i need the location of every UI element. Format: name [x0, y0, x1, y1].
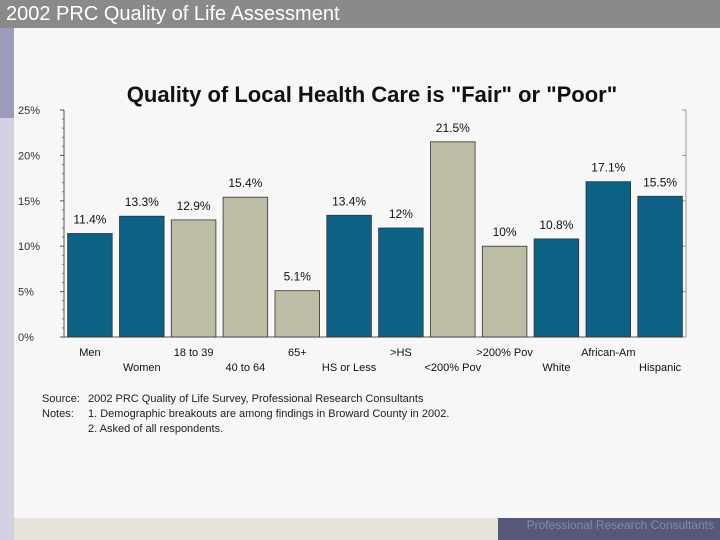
y-tick-label: 20% — [18, 150, 40, 162]
header-bar: 2002 PRC Quality of Life Assessment — [0, 0, 720, 29]
bar — [222, 196, 269, 338]
x-tick-label: HS or Less — [322, 362, 377, 374]
x-tick-label: >200% Pov — [476, 347, 533, 359]
y-tick-label: 25% — [18, 105, 40, 117]
left-stripe-accent — [0, 28, 14, 118]
y-tick-label: 15% — [18, 196, 40, 208]
x-tick-label: 18 to 39 — [174, 347, 214, 359]
footer-bar: Professional Research Consultants — [498, 518, 720, 540]
y-tick-label: 5% — [18, 287, 34, 299]
bar-value-label: 10% — [493, 225, 517, 239]
x-tick-label: 65+ — [288, 347, 307, 359]
bar — [274, 290, 320, 338]
notes-block: Source: 2002 PRC Quality of Life Survey,… — [42, 392, 449, 437]
bar-value-label: 15.4% — [228, 176, 262, 190]
x-tick-label: <200% Pov — [425, 362, 482, 374]
slide-title: 2002 PRC Quality of Life Assessment — [6, 3, 340, 25]
bar — [67, 233, 113, 338]
y-tick-label: 0% — [18, 332, 34, 344]
bar-value-label: 15.5% — [643, 175, 677, 189]
x-tick-label: White — [542, 362, 570, 374]
bar — [326, 214, 372, 338]
bar — [430, 141, 476, 338]
x-tick-label: African-Am — [581, 347, 635, 359]
bar — [119, 215, 165, 338]
bar — [170, 219, 217, 338]
x-tick-label: Hispanic — [639, 362, 682, 374]
bar-value-label: 10.8% — [539, 218, 573, 232]
note-1: 1. Demographic breakouts are among findi… — [88, 408, 450, 420]
bar — [585, 181, 631, 338]
notes-label: Notes: — [42, 408, 74, 420]
bar-value-label: 5.1% — [284, 270, 312, 284]
bar-value-label: 12.9% — [177, 199, 211, 213]
source-text: 2002 PRC Quality of Life Survey, Profess… — [88, 393, 424, 405]
bar — [378, 227, 424, 338]
bar-value-label: 21.5% — [436, 121, 470, 135]
y-tick-label: 10% — [18, 241, 40, 253]
bar — [481, 245, 528, 338]
bar-value-label: 17.1% — [591, 161, 625, 175]
chart-title: Quality of Local Health Care is "Fair" o… — [127, 82, 617, 107]
x-tick-label: Women — [123, 362, 161, 374]
bar — [533, 238, 580, 338]
bar-value-label: 13.3% — [125, 195, 159, 209]
bar-value-label: 13.4% — [332, 194, 366, 208]
bar — [637, 195, 683, 338]
note-2: 2. Asked of all respondents. — [88, 423, 224, 435]
x-tick-label: Men — [79, 347, 100, 359]
bar-value-label: 12% — [389, 207, 413, 221]
x-tick-label: >HS — [390, 347, 412, 359]
x-tick-label: 40 to 64 — [226, 362, 266, 374]
footer-text: Professional Research Consultants — [526, 518, 714, 532]
left-stripe — [0, 28, 14, 540]
source-label: Source: — [42, 393, 80, 405]
bar-value-label: 11.4% — [73, 213, 106, 227]
